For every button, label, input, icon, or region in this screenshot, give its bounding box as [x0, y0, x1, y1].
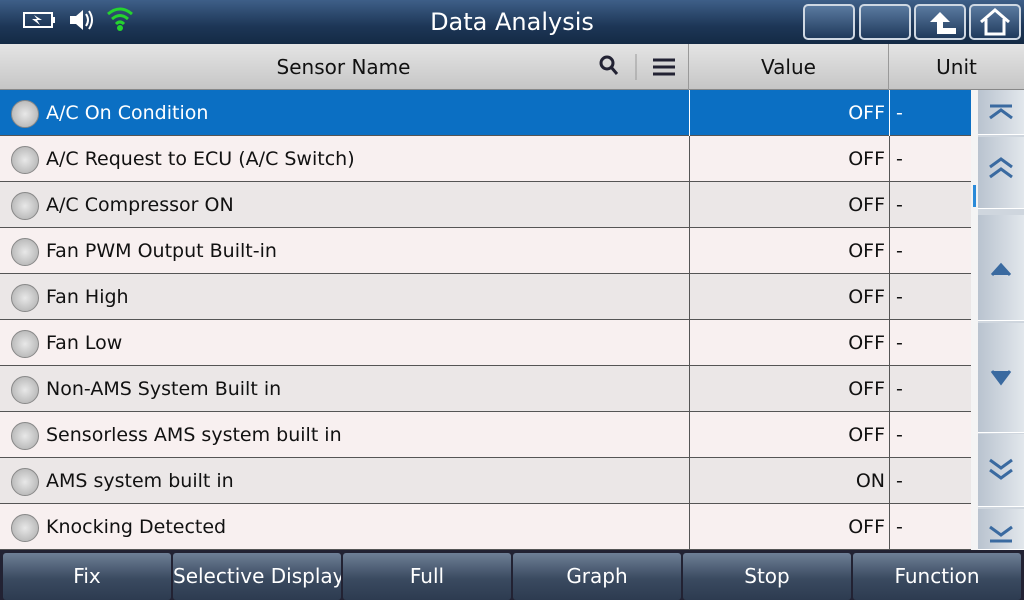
- table-row[interactable]: Fan Low OFF -: [0, 320, 971, 366]
- scroll-buttons: [978, 90, 1024, 550]
- table-row[interactable]: A/C Compressor ON OFF -: [0, 182, 971, 228]
- arrow-icon: [990, 370, 1012, 386]
- table-row[interactable]: AMS system built in ON -: [0, 458, 971, 504]
- arrow-icon: [990, 262, 1012, 277]
- toolbar-button[interactable]: Function: [853, 553, 1021, 600]
- sensor-unit: -: [889, 136, 971, 182]
- sensor-value: OFF: [689, 412, 885, 458]
- sensor-unit: -: [889, 182, 971, 228]
- arrow-icon: [989, 104, 1013, 120]
- toolbar-button[interactable]: Selective Display: [173, 553, 341, 600]
- sensor-value: OFF: [689, 274, 885, 320]
- back-icon: [930, 12, 956, 34]
- sensor-unit: -: [889, 90, 971, 136]
- column-header: Value: [689, 44, 889, 90]
- row-indicator: [11, 100, 39, 128]
- scroll-button[interactable]: [978, 90, 1024, 135]
- sensor-name: Sensorless AMS system built in: [46, 424, 342, 446]
- scrollbar: [971, 90, 978, 550]
- sensor-value: OFF: [689, 228, 885, 274]
- column-title: Sensor Name: [276, 55, 411, 79]
- toolbar-button[interactable]: Graph: [513, 553, 681, 600]
- sensor-value: OFF: [689, 366, 885, 412]
- row-indicator: [11, 376, 39, 404]
- toolbar-button[interactable]: Fix: [3, 553, 171, 600]
- table-row[interactable]: Knocking Detected OFF -: [0, 504, 971, 550]
- arrow-icon: [989, 525, 1013, 543]
- status-icons: [23, 7, 133, 31]
- sensor-unit: -: [889, 274, 971, 320]
- sensor-name: Non-AMS System Built in: [46, 378, 282, 400]
- sensor-name: Fan High: [46, 286, 129, 308]
- scroll-button[interactable]: [978, 323, 1024, 433]
- table-row[interactable]: Sensorless AMS system built in OFF -: [0, 412, 971, 458]
- sensor-value: ON: [689, 458, 885, 504]
- scroll-button[interactable]: [978, 137, 1024, 209]
- toolbar-button[interactable]: Full: [343, 553, 511, 600]
- scroll-button[interactable]: [978, 215, 1024, 321]
- header-tools: [599, 54, 675, 80]
- sensor-name: Knocking Detected: [46, 516, 227, 538]
- sensor-name: Fan PWM Output Built-in: [46, 240, 277, 262]
- sensor-name: AMS system built in: [46, 470, 234, 492]
- table-header: Sensor Name Value Unit: [0, 44, 1024, 90]
- scroll-button[interactable]: [978, 434, 1024, 507]
- table-body: A/C On Condition OFF - A/C Request to ECU (…: [0, 90, 971, 550]
- vehicle-info-button[interactable]: [803, 4, 855, 40]
- table-row[interactable]: Fan High OFF -: [0, 274, 971, 320]
- row-indicator: [11, 238, 39, 266]
- title-bar: Data Analysis: [0, 0, 1024, 44]
- table-row[interactable]: A/C Request to ECU (A/C Switch) OFF -: [0, 136, 971, 182]
- sensor-unit: -: [889, 320, 971, 366]
- sensor-value: OFF: [689, 182, 885, 228]
- sensor-unit: -: [889, 458, 971, 504]
- arrow-icon: [989, 458, 1013, 480]
- sensor-unit: -: [889, 366, 971, 412]
- table-row[interactable]: A/C On Condition OFF -: [0, 90, 971, 136]
- row-indicator: [11, 284, 39, 312]
- row-indicator: [11, 514, 39, 542]
- column-header: Unit: [936, 55, 977, 79]
- sensor-name: Fan Low: [46, 332, 123, 354]
- home-icon: [980, 8, 1010, 36]
- sensor-value: OFF: [689, 136, 885, 182]
- toolbar-button[interactable]: Stop: [683, 553, 851, 600]
- table-row[interactable]: Fan PWM Output Built-in OFF -: [0, 228, 971, 274]
- back-button[interactable]: [914, 4, 966, 40]
- sensor-unit: -: [889, 228, 971, 274]
- sensor-name: A/C On Condition: [46, 102, 209, 124]
- row-indicator: [11, 330, 39, 358]
- row-indicator: [11, 468, 39, 496]
- home-button[interactable]: [969, 4, 1021, 40]
- row-indicator: [11, 422, 39, 450]
- sensor-name: A/C Compressor ON: [46, 194, 234, 216]
- table-row[interactable]: Non-AMS System Built in OFF -: [0, 366, 971, 412]
- title: Data Analysis: [430, 8, 594, 36]
- row-indicator: [11, 192, 39, 220]
- arrow-icon: [989, 157, 1013, 179]
- scroll-thumb: [973, 185, 976, 207]
- record-button[interactable]: [859, 4, 911, 40]
- sensor-value: OFF: [689, 90, 885, 136]
- sensor-unit: -: [889, 504, 971, 550]
- bottom-toolbar: Fix Selective Display Full Graph Stop Functio…: [0, 550, 1024, 600]
- sensor-value: OFF: [689, 504, 885, 550]
- scroll-button[interactable]: [978, 509, 1024, 550]
- row-indicator: [11, 146, 39, 174]
- sensor-unit: -: [889, 412, 971, 458]
- column-header: Sensor Name: [0, 44, 689, 90]
- sensor-value: OFF: [689, 320, 885, 366]
- sensor-name: A/C Request to ECU (A/C Switch): [46, 148, 355, 170]
